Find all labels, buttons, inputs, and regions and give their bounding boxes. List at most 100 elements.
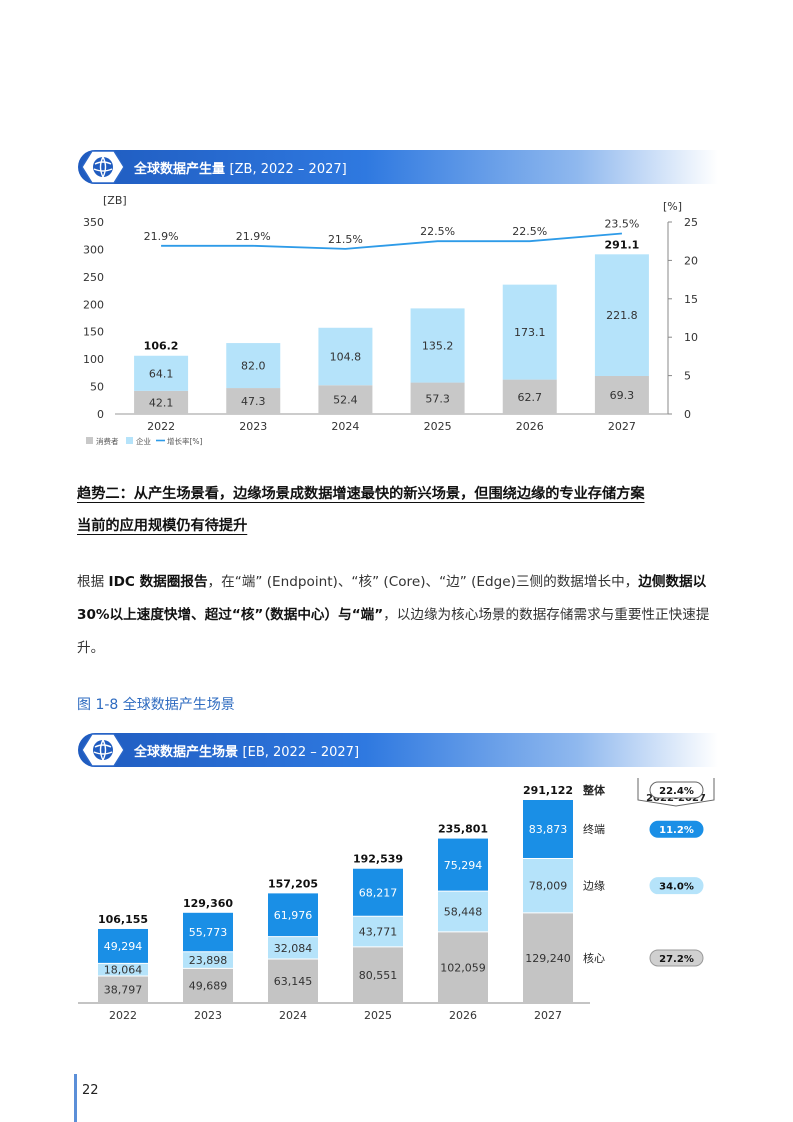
chart2-banner: 全球数据产生场景 [EB, 2022 – 2027] xyxy=(78,733,718,767)
x-tick-label: 2023 xyxy=(194,1009,222,1022)
endpoint-value-label: 75,294 xyxy=(444,859,483,872)
edge-value-label: 43,771 xyxy=(359,926,398,939)
consumer-value-label: 42.1 xyxy=(149,396,174,409)
legend-label: 增长率[%] xyxy=(167,436,203,446)
x-tick-label: 2024 xyxy=(331,420,359,433)
enterprise-value-label: 135.2 xyxy=(422,339,454,352)
enterprise-bar xyxy=(318,327,373,386)
growth-value-label: 21.9% xyxy=(144,230,179,243)
enterprise-bar xyxy=(134,355,189,391)
endpoint-value-label: 83,873 xyxy=(529,823,568,836)
core-value-label: 38,797 xyxy=(104,983,143,996)
enterprise-bar xyxy=(502,284,557,380)
enterprise-value-label: 104.8 xyxy=(330,351,362,364)
cagr-pill xyxy=(649,781,704,799)
cagr-value: 27.2% xyxy=(659,954,694,965)
growth-value-label: 21.9% xyxy=(236,230,271,243)
consumer-value-label: 52.4 xyxy=(333,394,358,407)
growth-value-label: 21.5% xyxy=(328,233,363,246)
cagr-value: 34.0% xyxy=(659,882,694,893)
endpoint-value-label: 55,773 xyxy=(189,926,228,939)
endpoint-value-label: 61,976 xyxy=(274,909,313,922)
y-tick-label: 300 xyxy=(83,243,104,256)
growth-value-label: 23.5% xyxy=(604,218,639,231)
edge-bar xyxy=(183,951,233,969)
consumer-bar xyxy=(226,388,281,414)
edge-bar xyxy=(438,891,488,932)
edge-value-label: 78,009 xyxy=(529,880,568,893)
cagr-value: 22.4% xyxy=(659,786,694,797)
x-tick-label: 2024 xyxy=(279,1009,307,1022)
cagr-header-box xyxy=(637,778,715,807)
data-scenario-chart: 38,797 18,064 49,294 106,155 2022 49,689 23,89… xyxy=(78,778,715,1022)
x-tick-label: 2026 xyxy=(516,420,544,433)
core-bar xyxy=(98,975,148,1003)
endpoint-value-label: 49,294 xyxy=(104,940,143,953)
total-value-label: 106.2 xyxy=(144,340,179,353)
endpoint-bar xyxy=(183,912,233,952)
core-bar xyxy=(353,946,403,1003)
enterprise-value-label: 221.8 xyxy=(606,309,638,322)
enterprise-bar xyxy=(410,308,465,383)
total-value-label: 129,360 xyxy=(183,897,233,910)
consumer-bar xyxy=(594,375,649,414)
total-value-label: 235,801 xyxy=(438,823,488,836)
y-tick-label: 200 xyxy=(83,298,104,311)
legend-swatch-consumer xyxy=(86,437,93,444)
cagr-pill xyxy=(649,820,704,838)
growth-value-label: 22.5% xyxy=(512,225,547,238)
globe-icon xyxy=(82,733,124,767)
consumer-value-label: 69.3 xyxy=(610,389,635,402)
series-label: 终端 xyxy=(583,822,605,836)
y2-tick-label: 25 xyxy=(684,216,698,229)
y2-axis-unit: [%] xyxy=(663,200,682,213)
edge-value-label: 32,084 xyxy=(274,942,313,955)
core-bar xyxy=(268,958,318,1003)
legend-label: 企业 xyxy=(136,436,151,446)
x-tick-label: 2025 xyxy=(424,420,452,433)
y-tick-label: 0 xyxy=(97,408,104,421)
endpoint-bar xyxy=(438,838,488,892)
core-value-label: 129,240 xyxy=(525,952,571,965)
endpoint-bar xyxy=(98,928,148,964)
total-value-label: 157,205 xyxy=(268,877,318,890)
consumer-bar xyxy=(410,382,465,414)
consumer-bar xyxy=(502,379,557,414)
growth-value-label: 22.5% xyxy=(420,225,455,238)
body-paragraph: 根据 IDC 数据圈报告，在“端” (Endpoint)、“核” (Core)、… xyxy=(77,574,710,656)
x-tick-label: 2027 xyxy=(534,1009,562,1022)
edge-bar xyxy=(353,916,403,947)
edge-value-label: 58,448 xyxy=(444,905,483,918)
chart1-title: 全球数据产生量 [ZB, 2022 – 2027] xyxy=(134,162,347,177)
page-marker xyxy=(74,1074,77,1122)
edge-value-label: 23,898 xyxy=(189,954,228,967)
growth-line xyxy=(161,232,622,250)
enterprise-bar xyxy=(594,254,649,376)
data-volume-chart: [ZB] [%]350300250200150100500252015105042… xyxy=(83,194,698,446)
cagr-pill xyxy=(649,949,704,967)
consumer-value-label: 62.7 xyxy=(518,391,543,404)
y2-tick-label: 5 xyxy=(684,370,691,383)
edge-bar xyxy=(268,936,318,959)
edge-bar xyxy=(98,963,148,976)
series-label: 边缘 xyxy=(583,880,605,893)
total-value-label: 192,539 xyxy=(353,853,403,866)
core-value-label: 63,145 xyxy=(274,975,313,988)
endpoint-bar xyxy=(353,868,403,917)
enterprise-bar xyxy=(226,343,281,389)
x-tick-label: 2026 xyxy=(449,1009,477,1022)
x-tick-label: 2027 xyxy=(608,420,636,433)
y-tick-label: 150 xyxy=(83,326,104,339)
consumer-value-label: 47.3 xyxy=(241,395,266,408)
enterprise-value-label: 64.1 xyxy=(149,367,174,380)
x-tick-label: 2025 xyxy=(364,1009,392,1022)
endpoint-bar xyxy=(268,893,318,937)
enterprise-value-label: 82.0 xyxy=(241,360,266,373)
cagr-value: 11.2% xyxy=(659,825,694,836)
core-value-label: 80,551 xyxy=(359,969,398,982)
legend-swatch-enterprise xyxy=(126,437,133,444)
y-tick-label: 350 xyxy=(83,216,104,229)
y-axis-unit: [ZB] xyxy=(103,194,127,207)
chart2-title: 全球数据产生场景 [EB, 2022 – 2027] xyxy=(134,745,360,760)
x-tick-label: 2022 xyxy=(147,420,175,433)
